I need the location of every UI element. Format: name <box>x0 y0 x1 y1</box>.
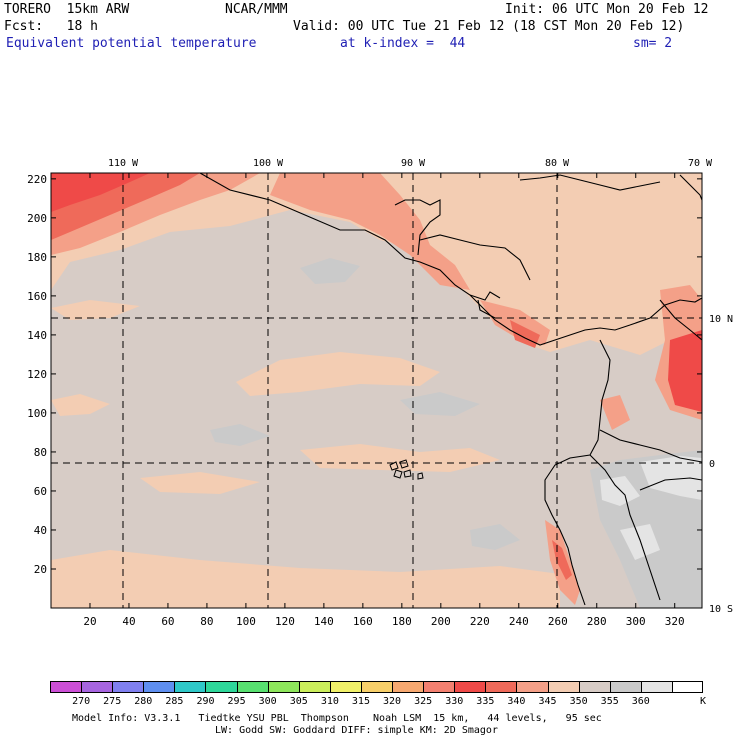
colorbar-cell <box>112 681 144 693</box>
model-info-line: Model Info: V3.3.1 Tiedtke YSU PBL Thomp… <box>72 713 602 724</box>
x-tick-label: 260 <box>548 615 568 628</box>
colorbar-cell <box>236 681 268 693</box>
colorbar-cell <box>205 681 237 693</box>
latitude-label: 10 N <box>709 314 733 325</box>
colorbar-label: 355 <box>600 696 619 707</box>
y-tick-label: 160 <box>27 290 47 303</box>
colorbar-cell <box>578 681 610 693</box>
axis-tick-labels: 20 40 60 80 100 120 140 160 180 200 220 240 260 280 30… <box>27 158 733 628</box>
y-tick-label: 140 <box>27 329 47 342</box>
colorbar-cell <box>671 681 703 693</box>
colorbar-label: 275 <box>103 696 122 707</box>
physics-info-line: LW: Godd SW: Goddard DIFF: simple KM: 2D… <box>215 725 498 736</box>
longitude-label: 80 W <box>545 158 570 169</box>
longitude-label: 110 W <box>108 158 139 169</box>
latitude-label: 0 <box>709 459 715 470</box>
colorbar-cell <box>360 681 393 693</box>
x-tick-label: 100 <box>236 615 256 628</box>
colorbar-cell <box>81 681 113 693</box>
colorbar-cell <box>547 681 579 693</box>
forecast-label: Fcst: 18 h <box>4 19 98 34</box>
colorbar-cell <box>50 681 82 693</box>
y-tick-label: 200 <box>27 212 47 225</box>
colorbar-cell <box>640 681 672 693</box>
colorbar-label: 315 <box>351 696 370 707</box>
longitude-label: 90 W <box>401 158 426 169</box>
colorbar-label: 345 <box>538 696 557 707</box>
colorbar-label: 310 <box>320 696 339 707</box>
colorbar-label: 285 <box>165 696 184 707</box>
colorbar-label: 335 <box>476 696 495 707</box>
colorbar-label: 350 <box>569 696 588 707</box>
center-label: NCAR/MMM <box>225 2 288 17</box>
axis-ticks <box>51 173 702 608</box>
colorbar-cell <box>485 681 517 693</box>
y-tick-label: 80 <box>34 446 47 459</box>
longitude-label: 70 W <box>688 158 713 169</box>
colorbar-cell <box>174 681 206 693</box>
y-tick-label: 100 <box>27 407 47 420</box>
colorbar-label: 320 <box>383 696 402 707</box>
y-tick-label: 220 <box>27 173 47 186</box>
colorbar-label: 330 <box>445 696 464 707</box>
y-tick-label: 60 <box>34 485 47 498</box>
colorbar-unit: K <box>699 696 707 707</box>
colorbar-cell <box>516 681 548 693</box>
colorbar-cell <box>329 681 361 693</box>
colorbar-label: 270 <box>72 696 91 707</box>
x-tick-label: 60 <box>161 615 174 628</box>
x-tick-label: 120 <box>275 615 295 628</box>
x-tick-label: 320 <box>665 615 685 628</box>
colorbar-label: 295 <box>227 696 246 707</box>
longitude-label: 100 W <box>253 158 284 169</box>
colorbar-cell <box>143 681 175 693</box>
plot-frame <box>50 172 703 609</box>
x-tick-label: 140 <box>314 615 334 628</box>
y-tick-label: 40 <box>34 524 47 537</box>
y-tick-label: 120 <box>27 368 47 381</box>
colorbar-cell <box>454 681 486 693</box>
x-tick-label: 80 <box>200 615 213 628</box>
valid-label: Valid: 00 UTC Tue 21 Feb 12 (18 CST Mon … <box>293 19 685 34</box>
coastlines <box>199 173 702 606</box>
model-label: TORERO 15km ARW <box>4 2 130 17</box>
init-label: Init: 06 UTC Mon 20 Feb 12 <box>505 2 709 17</box>
colorbar-cell <box>423 681 455 693</box>
smooth-label: sm= 2 <box>633 36 673 51</box>
colorbar-cell <box>267 681 299 693</box>
x-tick-label: 280 <box>587 615 607 628</box>
x-tick-label: 200 <box>431 615 451 628</box>
theta-e-map: 20 40 60 80 100 120 140 160 180 200 220 240 260 280 30… <box>27 158 733 628</box>
x-tick-label: 300 <box>626 615 646 628</box>
colorbar-cell <box>609 681 641 693</box>
x-tick-label: 180 <box>392 615 412 628</box>
x-tick-label: 160 <box>353 615 373 628</box>
x-tick-label: 20 <box>83 615 96 628</box>
y-tick-label: 180 <box>27 251 47 264</box>
colorbar-label: 305 <box>289 696 308 707</box>
colorbar-cell <box>392 681 424 693</box>
colorbar-label: 300 <box>258 696 277 707</box>
field-shading <box>51 173 702 608</box>
colorbar-label: 280 <box>134 696 153 707</box>
colorbar-label: 290 <box>196 696 215 707</box>
y-tick-label: 20 <box>34 563 47 576</box>
x-tick-label: 40 <box>122 615 135 628</box>
grid-lines <box>51 173 702 608</box>
colorbar-label: 325 <box>414 696 433 707</box>
level-label: at k-index = 44 <box>340 36 466 51</box>
colorbar-cell <box>298 681 330 693</box>
x-tick-label: 220 <box>470 615 490 628</box>
colorbar-label: 340 <box>507 696 526 707</box>
colorbar-label: 360 <box>631 696 650 707</box>
latitude-label: 10 S <box>709 604 733 615</box>
x-tick-label: 240 <box>509 615 529 628</box>
field-label: Equivalent potential temperature <box>6 36 257 51</box>
